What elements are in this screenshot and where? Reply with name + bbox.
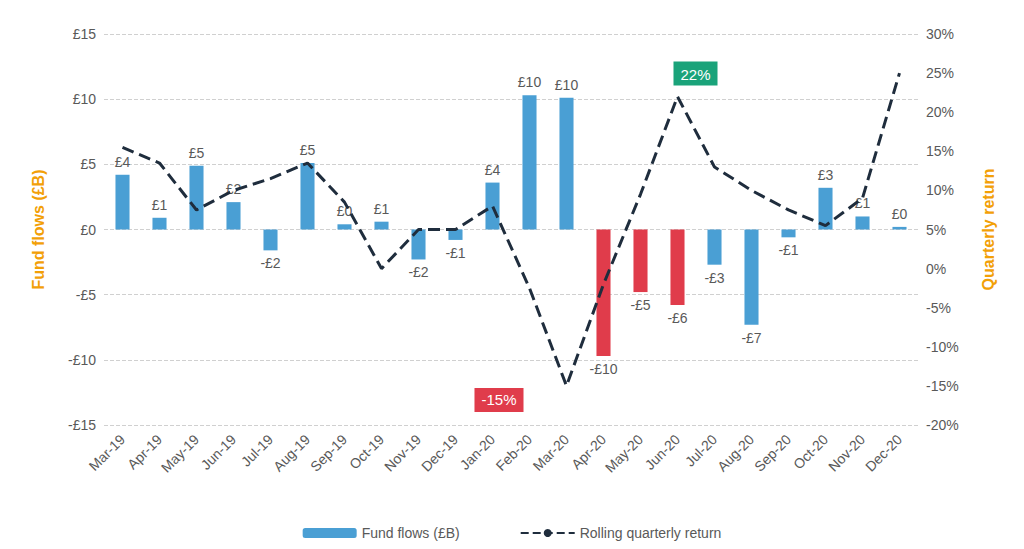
svg-text:Quarterly return: Quarterly return xyxy=(980,169,997,291)
svg-text:Mar-19: Mar-19 xyxy=(86,431,129,474)
svg-text:Sep-20: Sep-20 xyxy=(751,431,794,474)
svg-text:£10: £10 xyxy=(518,74,542,90)
svg-text:-£3: -£3 xyxy=(704,270,724,286)
svg-text:£2: £2 xyxy=(225,181,242,198)
svg-text:-£10: -£10 xyxy=(68,352,96,368)
svg-text:£5: £5 xyxy=(80,156,96,172)
svg-text:£1: £1 xyxy=(854,195,871,212)
svg-text:Jul-19: Jul-19 xyxy=(237,431,277,470)
svg-text:Oct-19: Oct-19 xyxy=(346,431,387,472)
svg-text:Jan-20: Jan-20 xyxy=(457,431,499,473)
svg-text:-£6: -£6 xyxy=(667,310,687,326)
svg-text:£0: £0 xyxy=(892,206,908,222)
svg-text:Aug-19: Aug-19 xyxy=(270,431,313,474)
svg-text:£0: £0 xyxy=(337,203,353,219)
svg-text:-£1: -£1 xyxy=(778,242,798,258)
svg-text:Nov-19: Nov-19 xyxy=(381,431,424,474)
svg-text:May-19: May-19 xyxy=(158,431,202,475)
svg-text:-£5: -£5 xyxy=(630,297,650,313)
svg-text:£10: £10 xyxy=(555,77,579,93)
svg-text:Jun-20: Jun-20 xyxy=(642,431,684,473)
svg-text:-15%: -15% xyxy=(926,378,959,394)
svg-text:-15%: -15% xyxy=(481,391,516,408)
svg-text:-£2: -£2 xyxy=(260,255,280,271)
svg-text:£3: £3 xyxy=(818,167,834,183)
svg-text:Fund flows (£B): Fund flows (£B) xyxy=(362,525,460,541)
svg-text:Jul-20: Jul-20 xyxy=(681,431,721,470)
svg-text:Mar-20: Mar-20 xyxy=(530,431,573,474)
svg-text:Jun-19: Jun-19 xyxy=(198,431,240,473)
svg-text:-10%: -10% xyxy=(926,339,959,355)
svg-text:£1: £1 xyxy=(152,197,168,213)
svg-text:10%: 10% xyxy=(926,182,954,198)
svg-text:£15: £15 xyxy=(73,26,97,42)
svg-text:Oct-20: Oct-20 xyxy=(790,431,831,472)
svg-text:£5: £5 xyxy=(300,142,316,158)
svg-text:-£10: -£10 xyxy=(589,361,617,377)
svg-text:Sep-19: Sep-19 xyxy=(307,431,350,474)
svg-text:5%: 5% xyxy=(926,222,946,238)
svg-text:£4: £4 xyxy=(485,162,501,178)
svg-text:-£2: -£2 xyxy=(408,264,428,280)
svg-text:May-20: May-20 xyxy=(602,431,646,475)
svg-text:Aug-20: Aug-20 xyxy=(714,431,757,474)
svg-text:Nov-20: Nov-20 xyxy=(825,431,868,474)
svg-text:25%: 25% xyxy=(926,65,954,81)
svg-text:Apr-19: Apr-19 xyxy=(124,431,166,473)
svg-text:£0: £0 xyxy=(80,222,96,238)
svg-text:20%: 20% xyxy=(926,104,954,120)
svg-text:22%: 22% xyxy=(680,66,710,83)
svg-text:Fund flows (£B): Fund flows (£B) xyxy=(30,170,47,290)
svg-text:-£1: -£1 xyxy=(445,245,465,261)
svg-text:Feb-20: Feb-20 xyxy=(493,431,536,474)
svg-text:£10: £10 xyxy=(73,91,97,107)
svg-text:-20%: -20% xyxy=(926,417,959,433)
svg-text:-£7: -£7 xyxy=(741,330,761,346)
svg-text:Dec-20: Dec-20 xyxy=(862,431,905,474)
svg-text:30%: 30% xyxy=(926,26,954,42)
svg-text:Rolling quarterly return: Rolling quarterly return xyxy=(580,525,722,541)
svg-text:0%: 0% xyxy=(926,261,946,277)
svg-text:-£5: -£5 xyxy=(76,287,96,303)
svg-text:-£15: -£15 xyxy=(68,417,96,433)
svg-text:15%: 15% xyxy=(926,143,954,159)
svg-text:-5%: -5% xyxy=(926,300,951,316)
svg-text:£1: £1 xyxy=(374,201,390,217)
svg-text:Dec-19: Dec-19 xyxy=(418,431,461,474)
svg-text:Apr-20: Apr-20 xyxy=(568,431,610,473)
svg-text:£4: £4 xyxy=(115,154,131,170)
svg-text:£5: £5 xyxy=(189,145,205,161)
